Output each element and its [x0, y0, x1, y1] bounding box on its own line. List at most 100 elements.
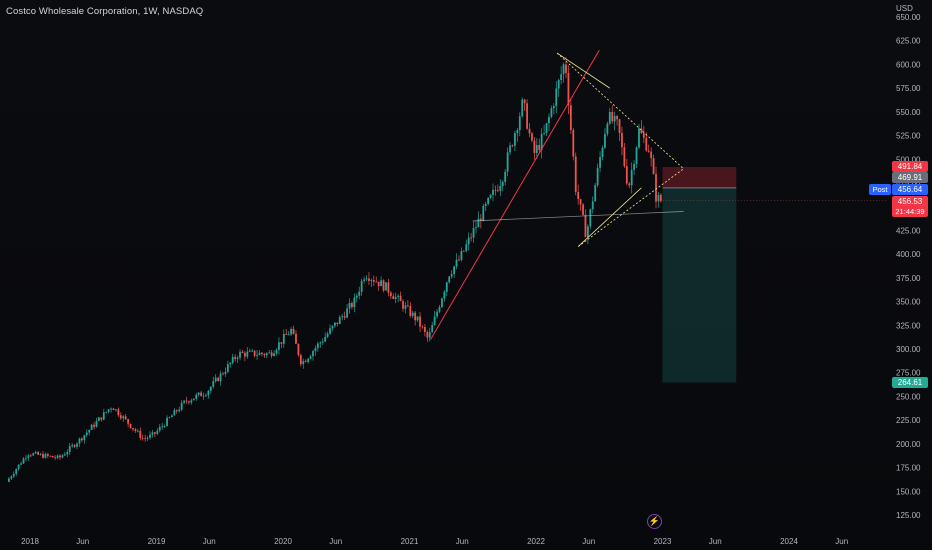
candle-body — [406, 305, 409, 307]
candle-body — [183, 400, 185, 403]
candle-body — [268, 352, 271, 354]
candle-body — [552, 106, 555, 109]
candle-body — [100, 417, 103, 420]
candle-body — [134, 429, 137, 431]
candle-body — [562, 64, 565, 75]
candle-body — [647, 150, 650, 152]
chart-title: Costco Wholesale Corporation, 1W, NASDAQ — [6, 6, 204, 17]
x-tick-label: Jun — [582, 537, 595, 546]
candle-body — [363, 279, 365, 281]
candle-body — [472, 228, 475, 238]
candle-body — [136, 430, 139, 432]
lightning-bolt-icon[interactable]: ⚡ — [647, 514, 662, 529]
last-price-label: 456.53 — [892, 196, 928, 207]
y-tick-label: 175.00 — [896, 464, 921, 473]
candle-body — [8, 478, 10, 482]
x-tick-label: Jun — [456, 537, 469, 546]
wedge-lower — [577, 168, 684, 247]
candle-body — [453, 266, 455, 275]
candle-body — [582, 204, 584, 215]
post-badge: Post — [869, 184, 891, 195]
candle-body — [574, 156, 577, 192]
candle-body — [560, 74, 563, 81]
candle-body — [506, 152, 509, 172]
x-tick-label: Jun — [709, 537, 722, 546]
wedge-upper-solid — [556, 52, 611, 89]
candle-body — [10, 476, 13, 479]
candle-body — [642, 133, 645, 138]
candle-body — [151, 432, 154, 435]
x-tick-label: 2021 — [401, 537, 419, 546]
candle-body — [85, 432, 88, 436]
support-line — [472, 211, 684, 222]
currency-label: USD — [896, 4, 913, 13]
candle-body — [156, 430, 159, 434]
candle-body — [54, 457, 57, 459]
y-tick-label: 350.00 — [896, 298, 921, 307]
candle-body — [516, 130, 519, 134]
y-tick-label: 575.00 — [896, 84, 921, 93]
candle-body — [282, 334, 285, 344]
candle-body — [265, 353, 268, 356]
candle-body — [489, 194, 492, 198]
stop-price-label: 491.84 — [892, 161, 928, 172]
candle-body — [621, 133, 623, 148]
candle-body — [302, 361, 305, 365]
candle-body — [514, 133, 516, 146]
candle-body — [297, 343, 300, 356]
y-tick-label: 650.00 — [896, 13, 921, 22]
candle-body — [431, 325, 434, 333]
y-tick-label: 525.00 — [896, 132, 921, 141]
candle-body — [628, 183, 631, 186]
candle-body — [404, 305, 407, 309]
candle-body — [389, 292, 392, 297]
candle-body — [273, 353, 275, 356]
candle-body — [307, 358, 310, 362]
candle-body — [545, 123, 548, 134]
candle-body — [645, 137, 648, 151]
candle-body — [550, 108, 553, 117]
candle-body — [601, 147, 604, 158]
candle-body — [20, 463, 22, 465]
candle-body — [421, 326, 424, 328]
candle-body — [141, 437, 144, 439]
candle-body — [66, 451, 69, 455]
candle-body — [51, 455, 54, 458]
candle-body — [572, 130, 575, 157]
candle-body — [397, 295, 400, 297]
candle-body — [494, 189, 497, 191]
candle-body — [611, 111, 614, 122]
candle-body — [436, 311, 438, 317]
candle-body — [37, 452, 40, 455]
x-tick-label: 2024 — [780, 537, 798, 546]
candle-body — [604, 133, 606, 148]
candle-body — [462, 250, 465, 252]
target-price-label: 264.61 — [892, 377, 928, 388]
candle-body — [638, 128, 640, 148]
candle-body — [256, 354, 258, 356]
candle-body — [331, 325, 334, 329]
candle-body — [438, 307, 441, 312]
candle-body — [353, 297, 356, 308]
candle-body — [470, 237, 473, 239]
stop-loss-zone — [662, 167, 737, 188]
candle-body — [188, 401, 190, 403]
candle-body — [394, 296, 397, 299]
y-tick-label: 250.00 — [896, 392, 921, 401]
y-tick-label: 600.00 — [896, 60, 921, 69]
candle-body — [655, 174, 657, 202]
candle-body — [509, 145, 511, 153]
candle-body — [27, 455, 30, 458]
x-tick-label: 2022 — [527, 537, 545, 546]
candle-body — [243, 352, 246, 357]
candle-body — [652, 158, 655, 175]
candle-body — [319, 342, 322, 344]
candle-body — [139, 430, 142, 438]
y-tick-label: 475.00 — [896, 179, 921, 188]
take-profit-zone — [662, 187, 737, 383]
candle-body — [482, 205, 485, 222]
candle-body — [98, 417, 100, 422]
candle-body — [351, 303, 353, 308]
